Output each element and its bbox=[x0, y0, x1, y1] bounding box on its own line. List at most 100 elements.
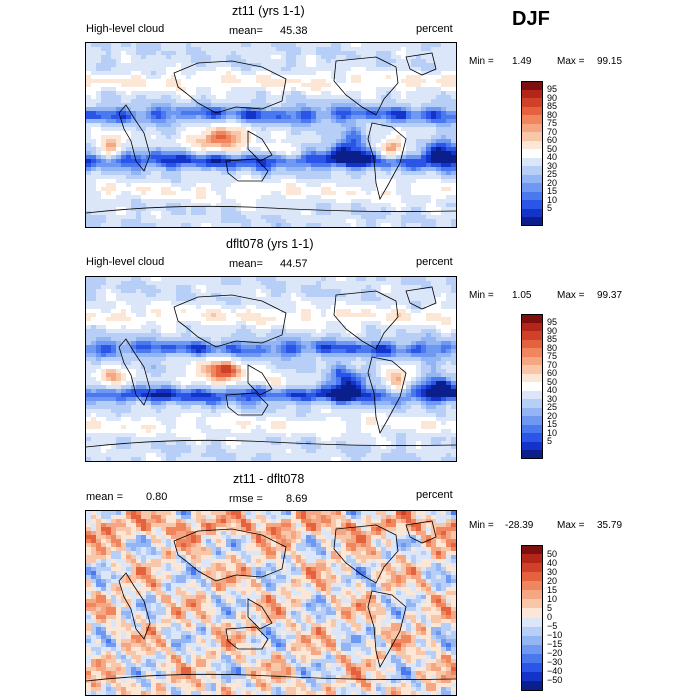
heatmap-cell bbox=[401, 43, 407, 48]
heatmap-cell bbox=[271, 63, 277, 68]
heatmap-cell bbox=[396, 207, 402, 212]
heatmap-cell bbox=[426, 119, 432, 124]
heatmap-cell bbox=[126, 151, 132, 156]
heatmap-cell bbox=[216, 329, 222, 334]
heatmap-cell bbox=[151, 59, 157, 64]
heatmap-cell bbox=[326, 167, 332, 172]
heatmap-cell bbox=[191, 135, 197, 140]
heatmap-cell bbox=[281, 207, 287, 212]
heatmap-cell bbox=[436, 167, 442, 172]
heatmap-cell bbox=[91, 345, 97, 350]
heatmap-cell bbox=[181, 199, 187, 204]
heatmap-cell bbox=[96, 199, 102, 204]
heatmap-cell bbox=[341, 71, 347, 76]
heatmap-cell bbox=[156, 71, 162, 76]
heatmap-cell bbox=[406, 171, 412, 176]
heatmap-cell bbox=[381, 317, 387, 322]
heatmap-cell bbox=[396, 325, 402, 330]
heatmap-cell bbox=[86, 83, 92, 88]
heatmap-cell bbox=[211, 183, 217, 188]
heatmap-cell bbox=[361, 87, 367, 92]
heatmap-cell bbox=[451, 345, 456, 350]
heatmap-cell bbox=[356, 75, 362, 80]
heatmap-cell bbox=[361, 151, 367, 156]
heatmap-cell bbox=[371, 63, 377, 68]
heatmap-cell bbox=[391, 79, 397, 84]
heatmap-cell bbox=[321, 301, 327, 306]
heatmap-cell bbox=[256, 215, 262, 220]
heatmap-cell bbox=[286, 325, 292, 330]
heatmap-cell bbox=[391, 139, 397, 144]
heatmap-cell bbox=[301, 59, 307, 64]
heatmap-cell bbox=[141, 301, 147, 306]
heatmap-cell bbox=[326, 151, 332, 156]
heatmap-cell bbox=[276, 147, 282, 152]
heatmap-cell bbox=[321, 345, 327, 350]
heatmap-cell bbox=[276, 305, 282, 310]
heatmap-cell bbox=[321, 83, 327, 88]
heatmap-cell bbox=[296, 219, 302, 224]
heatmap-cell bbox=[371, 47, 377, 52]
heatmap-cell bbox=[111, 127, 117, 132]
heatmap-cell bbox=[226, 119, 232, 124]
heatmap-cell bbox=[276, 163, 282, 168]
heatmap-cell bbox=[251, 99, 257, 104]
heatmap-cell bbox=[261, 195, 267, 200]
heatmap-cell bbox=[406, 71, 412, 76]
heatmap-cell bbox=[406, 91, 412, 96]
heatmap-cell bbox=[326, 159, 332, 164]
heatmap-cell bbox=[161, 353, 167, 358]
heatmap-cell bbox=[91, 155, 97, 160]
heatmap-cell bbox=[416, 79, 422, 84]
heatmap-cell bbox=[246, 119, 252, 124]
heatmap-cell bbox=[176, 51, 182, 56]
heatmap-cell bbox=[271, 349, 277, 354]
heatmap-cell bbox=[151, 223, 157, 227]
heatmap-cell bbox=[316, 333, 322, 338]
heatmap-cell bbox=[171, 139, 177, 144]
heatmap-cell bbox=[386, 47, 392, 52]
heatmap-cell bbox=[201, 333, 207, 338]
heatmap-cell bbox=[386, 95, 392, 100]
heatmap-cell bbox=[301, 63, 307, 68]
heatmap-cell bbox=[236, 293, 242, 298]
colorbar-swatch bbox=[521, 191, 543, 201]
heatmap-cell bbox=[86, 309, 92, 314]
heatmap-cell bbox=[156, 83, 162, 88]
heatmap-cell bbox=[261, 79, 267, 84]
heatmap-cell bbox=[136, 135, 142, 140]
heatmap-cell bbox=[411, 289, 417, 294]
heatmap-cell bbox=[361, 163, 367, 168]
heatmap-cell bbox=[411, 195, 417, 200]
heatmap-cell bbox=[411, 91, 417, 96]
heatmap-cell bbox=[236, 345, 242, 350]
heatmap-cell bbox=[161, 345, 167, 350]
heatmap-cell bbox=[106, 159, 112, 164]
heatmap-cell bbox=[296, 139, 302, 144]
heatmap-cell bbox=[241, 277, 247, 282]
heatmap-cell bbox=[186, 187, 192, 192]
heatmap-cell bbox=[286, 139, 292, 144]
heatmap-cell bbox=[291, 289, 297, 294]
heatmap-cell bbox=[171, 325, 177, 330]
heatmap-cell bbox=[181, 179, 187, 184]
heatmap-cell bbox=[116, 99, 122, 104]
heatmap-cell bbox=[426, 159, 432, 164]
heatmap-cell bbox=[101, 215, 107, 220]
heatmap-cell bbox=[316, 183, 322, 188]
heatmap-cell bbox=[196, 297, 202, 302]
heatmap-cell bbox=[126, 191, 132, 196]
heatmap-cell bbox=[116, 349, 122, 354]
heatmap-cell bbox=[141, 337, 147, 342]
heatmap-cell bbox=[341, 187, 347, 192]
heatmap-cell bbox=[406, 167, 412, 172]
heatmap-cell bbox=[326, 285, 332, 290]
heatmap-cell bbox=[396, 143, 402, 148]
heatmap-cell bbox=[211, 281, 217, 286]
heatmap-cell bbox=[416, 159, 422, 164]
heatmap-cell bbox=[326, 43, 332, 48]
heatmap-cell bbox=[231, 195, 237, 200]
heatmap-cell bbox=[376, 163, 382, 168]
heatmap-cell bbox=[116, 171, 122, 176]
heatmap-cell bbox=[381, 159, 387, 164]
